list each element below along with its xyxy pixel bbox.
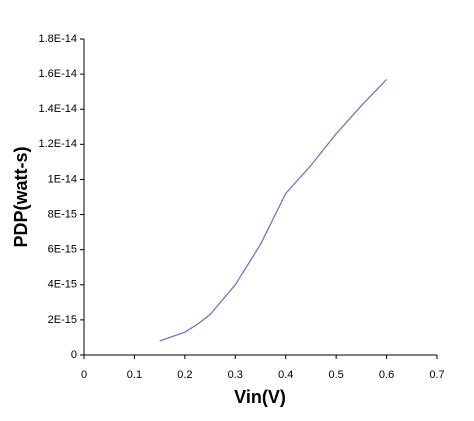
y-tick-label: 1.2E-14 (38, 138, 77, 150)
data-line (159, 78, 388, 342)
x-tick-label: 0 (81, 369, 87, 381)
y-tick-label: 1E-14 (48, 173, 77, 185)
y-tick-label: 8E-15 (48, 208, 77, 220)
x-tick-label: 0.3 (228, 369, 243, 381)
y-tick-label: 4E-15 (48, 279, 77, 291)
y-tick-label: 1.4E-14 (38, 103, 77, 115)
x-tick-label: 0.7 (429, 369, 444, 381)
x-tick-label: 0.6 (379, 369, 394, 381)
y-tick-label: 0 (71, 349, 77, 361)
x-tick-label: 0.2 (177, 369, 192, 381)
y-tick-label: 1.6E-14 (38, 68, 77, 80)
y-tick-label: 1.8E-14 (38, 33, 77, 45)
y-axis-title: PDP(watt-s) (11, 146, 31, 247)
x-tick-label: 0.5 (328, 369, 343, 381)
y-tick-label: 2E-15 (48, 314, 77, 326)
y-tick-label: 6E-15 (48, 244, 77, 256)
x-axis-title: Vin(V) (234, 387, 286, 407)
x-tick-label: 0.1 (127, 369, 142, 381)
x-tick-label: 0.4 (278, 369, 293, 381)
